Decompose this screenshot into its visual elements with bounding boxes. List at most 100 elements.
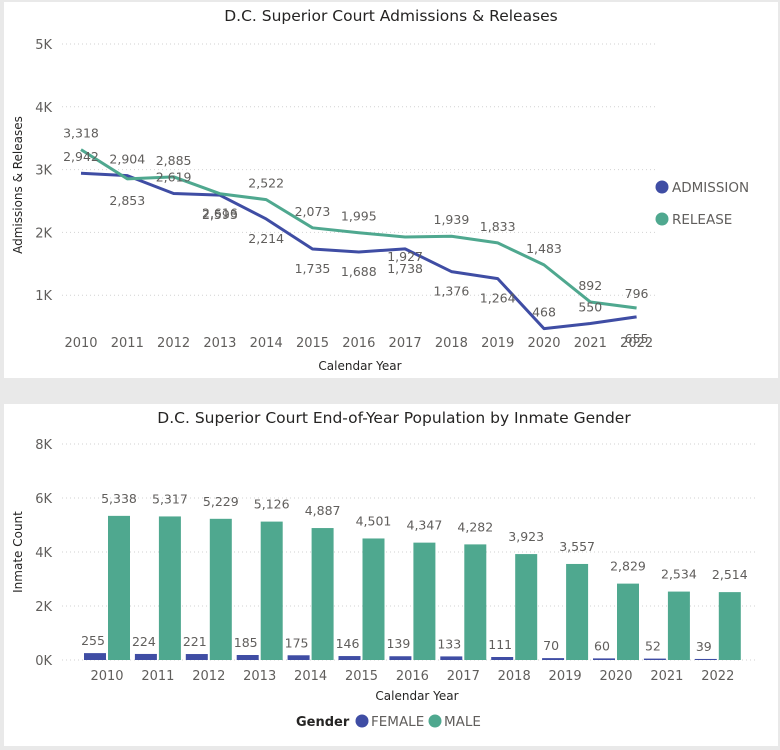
male-data-label: 4,347 xyxy=(407,518,443,533)
admission-data-label: 655 xyxy=(625,331,649,346)
female-data-label: 60 xyxy=(594,638,610,653)
female-bar xyxy=(542,658,565,660)
bar-chart-y-tick: 2K xyxy=(35,600,52,615)
male-data-label: 5,126 xyxy=(254,497,290,512)
bar-chart-x-tick: 2020 xyxy=(599,669,632,684)
female-bar xyxy=(389,656,412,660)
female-bar xyxy=(593,658,615,660)
series-line-release xyxy=(80,148,637,310)
female-bar xyxy=(236,655,259,660)
line-chart-y-tick: 5K xyxy=(35,38,52,53)
admission-data-label: 1,264 xyxy=(480,291,516,306)
female-data-label: 139 xyxy=(386,636,410,651)
bar-chart-x-tick: 2015 xyxy=(345,669,378,684)
female-data-label: 175 xyxy=(285,635,309,650)
line-chart-x-tick: 2022 xyxy=(620,336,653,351)
admission-data-label: 468 xyxy=(532,305,556,320)
legend-marker-admission xyxy=(655,180,669,194)
female-bar xyxy=(84,653,106,660)
bar-chart-y-tick: 6K xyxy=(35,492,52,507)
admission-data-label: 2,904 xyxy=(109,152,145,167)
release-data-label: 892 xyxy=(578,278,602,293)
line-chart-x-tick: 2021 xyxy=(574,336,607,351)
female-bar xyxy=(338,656,361,660)
release-data-label: 2,073 xyxy=(295,204,331,219)
line-chart-x-tick: 2020 xyxy=(527,336,560,351)
male-bar xyxy=(413,542,436,660)
line-chart-x-tick: 2019 xyxy=(481,336,514,351)
line-chart-x-tick: 2010 xyxy=(64,336,97,351)
series-line-admission xyxy=(80,171,637,331)
male-data-label: 5,317 xyxy=(152,491,188,506)
line-chart-x-tick: 2017 xyxy=(389,336,422,351)
female-bar xyxy=(185,654,208,660)
admission-data-label: 1,735 xyxy=(295,261,331,276)
bar-chart-x-tick: 2022 xyxy=(701,669,734,684)
admission-data-label: 2,593 xyxy=(202,207,238,222)
legend-label-release: RELEASE xyxy=(672,212,732,228)
male-bar xyxy=(311,528,334,660)
male-data-label: 3,557 xyxy=(559,539,595,554)
line-chart-plot: 1K 2K 3K 4K 5K 2010 2011 2012 2013 2014 2015 2016 20… xyxy=(35,38,749,351)
line-chart-y-tick: 2K xyxy=(35,226,52,241)
admission-data-label: 2,619 xyxy=(156,170,192,185)
female-data-label: 185 xyxy=(234,635,258,650)
male-bar xyxy=(515,554,538,660)
population-by-gender-chart: D.C. Superior Court End-of-Year Populati… xyxy=(11,409,756,730)
bar-chart-x-tick: 2011 xyxy=(141,669,174,684)
male-data-label: 4,501 xyxy=(356,513,392,528)
release-data-label: 1,833 xyxy=(480,219,516,234)
male-data-label: 4,282 xyxy=(457,519,493,534)
legend-marker-female xyxy=(355,714,369,728)
male-bar xyxy=(718,592,741,660)
male-data-label: 3,923 xyxy=(508,529,544,544)
release-data-label: 2,853 xyxy=(109,193,145,208)
male-bar xyxy=(158,516,181,660)
release-data-label: 796 xyxy=(625,286,649,301)
bar-chart-y-tick: 0K xyxy=(35,654,52,669)
male-data-label: 2,829 xyxy=(610,559,646,574)
female-data-label: 111 xyxy=(488,637,512,652)
bar-chart-y-tick: 4K xyxy=(35,546,52,561)
female-data-label: 39 xyxy=(696,639,712,654)
line-chart-y-tick: 1K xyxy=(35,289,52,304)
female-data-label: 255 xyxy=(81,633,105,648)
release-data-label: 1,483 xyxy=(526,241,562,256)
female-bar xyxy=(287,655,310,660)
admission-data-label: 1,688 xyxy=(341,264,377,279)
bar-chart-x-tick: 2012 xyxy=(192,669,225,684)
release-data-label: 2,522 xyxy=(248,176,284,191)
admission-data-label: 1,738 xyxy=(387,261,423,276)
bar-chart-y-axis-label: Inmate Count xyxy=(11,511,25,593)
line-chart-x-tick: 2015 xyxy=(296,336,329,351)
release-data-label: 2,616 xyxy=(202,206,238,221)
male-bar xyxy=(667,591,690,660)
female-data-label: 52 xyxy=(645,639,661,654)
release-data-label: 1,939 xyxy=(434,212,470,227)
release-data-label: 1,927 xyxy=(387,249,423,264)
line-chart-y-axis-label: Admissions & Releases xyxy=(11,116,25,254)
male-data-label: 4,887 xyxy=(305,503,341,518)
release-data-label: 3,318 xyxy=(63,126,99,141)
admissions-releases-chart: D.C. Superior Court Admissions & Release… xyxy=(11,7,749,373)
male-data-label: 5,338 xyxy=(101,491,137,506)
population-by-gender-card: D.C. Superior Court End-of-Year Populati… xyxy=(4,404,778,746)
female-bar xyxy=(134,653,157,660)
line-chart-x-tick: 2013 xyxy=(203,336,236,351)
male-data-label: 5,229 xyxy=(203,494,239,509)
line-chart-title: D.C. Superior Court Admissions & Release… xyxy=(224,7,558,25)
male-bar xyxy=(209,518,232,660)
male-bar xyxy=(108,515,130,660)
admission-data-label: 2,942 xyxy=(63,149,99,164)
male-bar xyxy=(260,521,283,660)
admission-data-label: 2,214 xyxy=(248,231,284,246)
male-data-label: 2,534 xyxy=(661,567,697,582)
bar-chart-plot: 0K 2K 4K 6K 8K 2010 255 5,338 2011 224 5,317 2012 22… xyxy=(35,438,756,730)
legend-label-admission: ADMISSION xyxy=(672,180,749,196)
bar-chart-x-tick: 2019 xyxy=(549,669,582,684)
release-data-label: 2,885 xyxy=(156,153,192,168)
line-chart-x-tick: 2016 xyxy=(342,336,375,351)
female-bar xyxy=(643,658,666,660)
male-bar xyxy=(617,583,639,660)
female-data-label: 146 xyxy=(336,636,360,651)
